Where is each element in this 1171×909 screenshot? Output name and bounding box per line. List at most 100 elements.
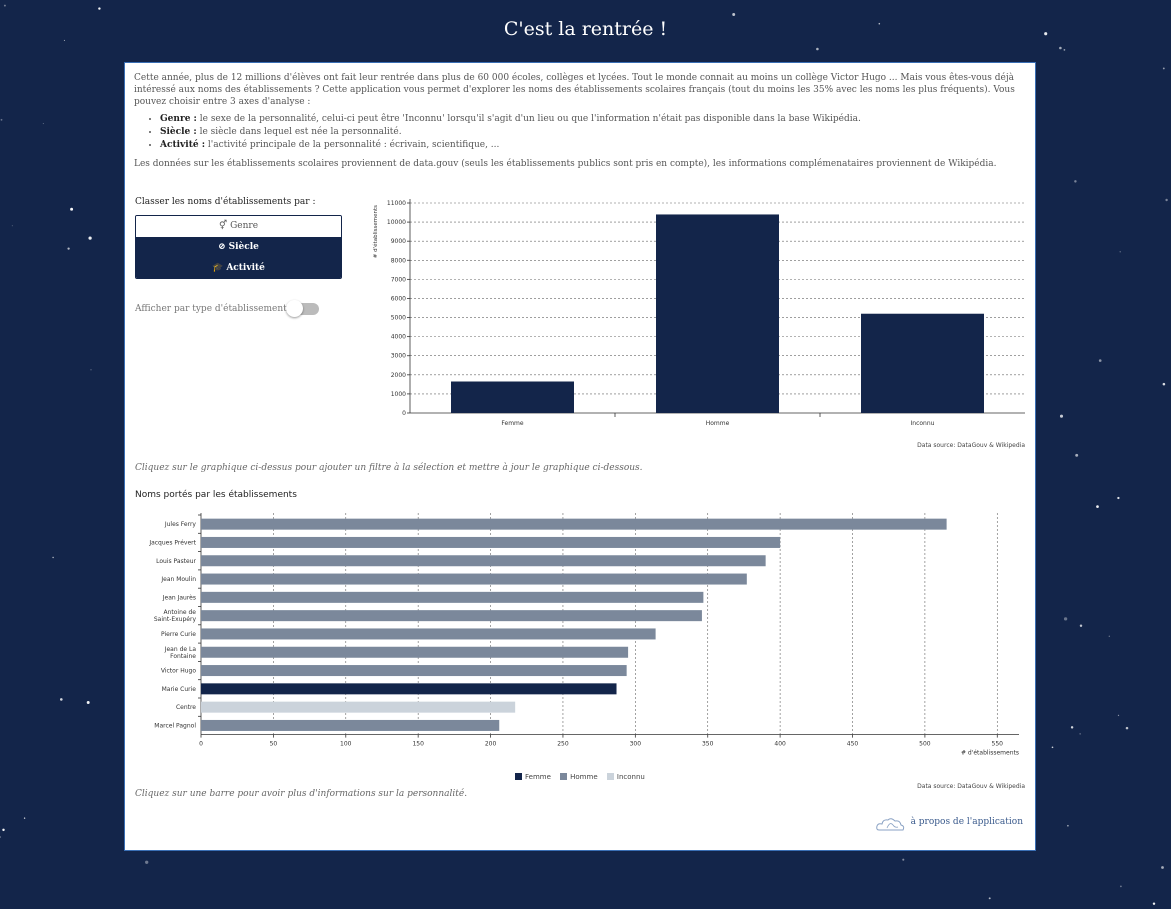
y-tick-label: 0	[402, 410, 406, 417]
star	[1067, 824, 1069, 827]
intro-text: Cette année, plus de 12 millions d'élève…	[134, 72, 1026, 170]
type-toggle-label: Afficher par type d'établissement :	[135, 304, 293, 314]
bar-pierre-curie[interactable]	[201, 628, 656, 640]
y-tick-label: 3000	[391, 353, 406, 360]
star	[1152, 902, 1156, 905]
siecle-button-label: Siècle	[228, 242, 259, 252]
x-tick-label: 0	[199, 741, 203, 748]
star	[816, 47, 819, 51]
y-tick-label: 2000	[391, 372, 406, 379]
cloud-icon	[876, 818, 905, 831]
y-tick-label: Antoine de	[164, 609, 197, 616]
legend-swatch-homme	[560, 773, 568, 780]
star	[86, 701, 90, 704]
star	[1120, 885, 1122, 888]
bar-victor-hugo[interactable]	[201, 665, 627, 677]
y-tick-label: 11000	[387, 200, 406, 207]
bar-jacques-pr-vert[interactable]	[201, 536, 781, 548]
y-tick-label: Victor Hugo	[161, 668, 196, 675]
y-tick-label: 5000	[391, 315, 406, 322]
x-tick-label: Femme	[501, 420, 524, 427]
y-tick-label: 4000	[391, 334, 406, 341]
names-chart-title: Noms portés par les établissements	[135, 490, 297, 500]
star	[988, 897, 991, 900]
legend-item-inconnu[interactable]: Inconnu	[606, 773, 645, 781]
star	[11, 225, 13, 227]
star	[0, 836, 1, 838]
axis-activite: Activité : l'activité principale de la p…	[160, 139, 1026, 152]
y-tick-label: Saint-Exupéry	[154, 616, 197, 623]
axis-button-group: ⚥ Genre ⊘ Siècle 🎓 Activité	[135, 215, 342, 279]
data-source-text: Les données sur les établissements scola…	[134, 159, 997, 169]
star	[1059, 414, 1064, 418]
y-tick-label: 9000	[391, 238, 406, 245]
about-link[interactable]: à propos de l'application	[910, 817, 1023, 827]
legend-label: Homme	[570, 773, 598, 781]
star	[3, 4, 6, 7]
x-tick-label: Inconnu	[911, 420, 935, 427]
chart-hint-bottom: Cliquez sur une barre pour avoir plus d'…	[135, 789, 468, 799]
bar-marcel-pagnol[interactable]	[201, 719, 500, 731]
star	[23, 817, 26, 819]
genre-button[interactable]: ⚥ Genre	[136, 216, 341, 237]
x-tick-label: 250	[557, 741, 569, 748]
y-tick-label: Marie Curie	[162, 686, 197, 693]
toggle-knob	[286, 300, 303, 317]
y-tick-label: 8000	[391, 257, 406, 264]
legend-item-femme[interactable]: Femme	[515, 773, 551, 781]
star	[63, 39, 65, 41]
graduation-cap-icon: 🎓	[212, 263, 224, 273]
star	[98, 7, 101, 10]
star	[42, 123, 44, 125]
star	[1096, 505, 1099, 508]
genre-bar-chart[interactable]: 0 1000 2000 3000 4000 5000 6000 7000 8000 9000 100…	[365, 195, 1027, 457]
star	[52, 556, 54, 559]
bar-jean-de-la-fontaine[interactable]	[201, 646, 629, 658]
chart-hint-top: Cliquez sur le graphique ci-dessus pour …	[135, 463, 643, 473]
bar-louis-pasteur[interactable]	[201, 555, 766, 567]
star	[0, 118, 3, 121]
chart1-source: Data source: DataGouv & Wikipedia	[917, 442, 1025, 449]
activite-button[interactable]: 🎓 Activité	[136, 258, 341, 278]
bar-antoine-de-saint-exup-ry[interactable]	[201, 610, 702, 622]
siecle-button[interactable]: ⊘ Siècle	[136, 237, 341, 258]
star	[59, 698, 63, 701]
legend-swatch-femme	[515, 773, 522, 780]
gender-icon: ⚥	[218, 221, 228, 231]
star	[1070, 726, 1074, 729]
main-panel: Cette année, plus de 12 millions d'élève…	[124, 62, 1036, 851]
bar-centre[interactable]	[201, 701, 516, 713]
star	[902, 858, 905, 861]
legend-item-homme[interactable]: Homme	[560, 773, 598, 781]
intro-paragraph: Cette année, plus de 12 millions d'élève…	[134, 73, 1015, 107]
bar-jean-moulin[interactable]	[201, 573, 747, 585]
legend-label: Femme	[525, 773, 551, 781]
star	[70, 207, 74, 211]
bar-homme[interactable]	[656, 214, 779, 413]
names-bar-chart[interactable]: 0 50 100 150 200 250 300 350 400 450 500 550 # d'éta…	[135, 483, 1027, 779]
bar-jean-jaur-s[interactable]	[201, 591, 704, 603]
x-tick-label: 450	[847, 741, 859, 748]
legend-swatch-inconnu	[606, 773, 614, 780]
star	[1108, 635, 1110, 637]
bar-femme[interactable]	[451, 381, 574, 414]
bar-marie-curie[interactable]	[201, 683, 617, 695]
y-tick-label: Marcel Pagnol	[154, 722, 196, 729]
star	[1051, 746, 1054, 749]
y-tick-label: Jean Jaurès	[162, 594, 196, 601]
x-tick-label: 50	[270, 741, 278, 748]
type-toggle[interactable]	[286, 300, 319, 317]
legend-label: Inconnu	[616, 773, 645, 781]
y-tick-label: 7000	[391, 276, 406, 283]
axis-desc: le siècle dans lequel est née la personn…	[196, 127, 402, 137]
star	[1125, 726, 1129, 730]
star	[1044, 32, 1048, 36]
bar-jules-ferry[interactable]	[201, 518, 947, 530]
x-tick-label: 300	[630, 741, 642, 748]
y-tick-label: 10000	[387, 219, 406, 226]
bar-inconnu[interactable]	[861, 313, 984, 413]
x-axis-label: # d'établissements	[961, 750, 1019, 757]
star	[1063, 617, 1068, 621]
x-tick-label: 350	[702, 741, 714, 748]
x-tick-label: Homme	[706, 420, 730, 427]
